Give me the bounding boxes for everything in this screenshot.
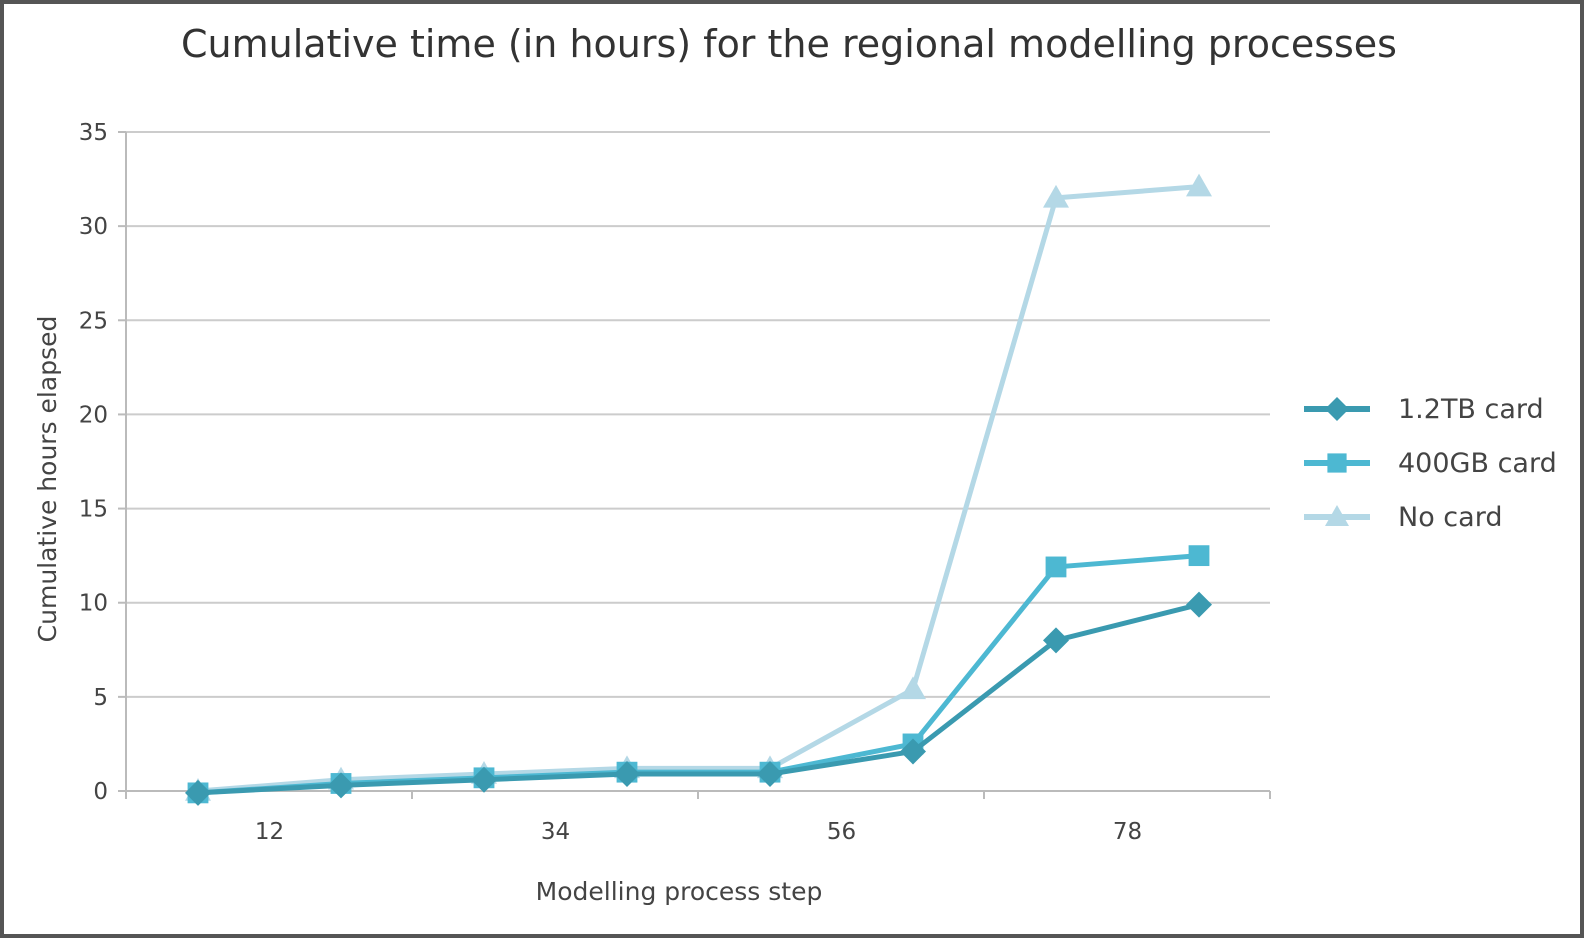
x-tick-label-56: 56: [827, 819, 856, 845]
legend-swatch-no-card: [1304, 505, 1370, 526]
x-tick-labels: 12 34 56 78: [255, 819, 1142, 845]
series-400gb-card: [187, 545, 1210, 804]
legend-item-1-2tb-card: 1.2TB card: [1302, 382, 1557, 436]
point-1-2tb-card-3: [471, 766, 497, 793]
x-tick-label-12: 12: [255, 819, 284, 845]
legend: 1.2TB card 400GB card No card: [1302, 382, 1557, 544]
legend-item-400gb-card: 400GB card: [1302, 436, 1557, 490]
y-tick-label-35: 35: [79, 120, 108, 146]
point-no-card-6: [900, 676, 926, 700]
point-no-card-8: [1186, 173, 1212, 197]
y-tick-label-15: 15: [79, 497, 108, 523]
y-tick-label-0: 0: [93, 779, 108, 805]
legend-label-no-card: No card: [1398, 501, 1503, 533]
point-1-2tb-card-5: [757, 761, 783, 788]
y-tick-label-25: 25: [79, 308, 108, 334]
y-axis-label: Cumulative hours elapsed: [33, 316, 62, 643]
legend-marker-no-card: [1325, 505, 1349, 526]
series-line-400gb-card: [197, 553, 1200, 796]
plot-area: 0 5 10 15 20 25 30 35 12 34 56 78 Modelling proces…: [33, 120, 1271, 906]
point-1-2tb-card-1: [185, 779, 211, 806]
x-tick-label-34: 34: [541, 819, 570, 845]
legend-marker-1-2tb-card: [1325, 397, 1349, 421]
point-400gb-card-8: [1188, 545, 1210, 567]
x-axis-label: Modelling process step: [536, 877, 823, 906]
point-400gb-card-7: [1045, 556, 1067, 578]
series-line-1-2tb-card: [197, 602, 1200, 796]
axes: [118, 131, 1271, 799]
y-tick-label-5: 5: [93, 685, 108, 711]
y-tick-label-30: 30: [79, 214, 108, 240]
y-tick-labels: 0 5 10 15 20 25 30 35: [79, 120, 108, 805]
series-line-no-card: [197, 184, 1200, 794]
y-tick-label-10: 10: [79, 591, 108, 617]
point-1-2tb-card-8: [1186, 591, 1212, 618]
legend-label-400gb-card: 400GB card: [1398, 447, 1557, 479]
legend-marker-400gb-card: [1327, 453, 1347, 473]
legend-item-no-card: No card: [1302, 490, 1557, 544]
y-tick-label-20: 20: [79, 402, 108, 428]
point-1-2tb-card-7: [1043, 627, 1069, 654]
point-no-card-7: [1043, 184, 1069, 208]
legend-label-1-2tb-card: 1.2TB card: [1398, 393, 1544, 425]
chart-title: Cumulative time (in hours) for the regio…: [181, 22, 1397, 66]
legend-swatch-1-2tb-card: [1304, 397, 1370, 421]
series-layer: [185, 173, 1212, 806]
grid-lines: [126, 131, 1270, 698]
x-tick-label-78: 78: [1113, 819, 1142, 845]
series-1-2tb-card: [185, 591, 1212, 806]
series-no-card: [185, 173, 1212, 801]
point-1-2tb-card-6: [900, 738, 926, 765]
point-1-2tb-card-2: [328, 772, 354, 799]
point-1-2tb-card-4: [614, 761, 640, 788]
legend-swatch-400gb-card: [1304, 453, 1370, 473]
